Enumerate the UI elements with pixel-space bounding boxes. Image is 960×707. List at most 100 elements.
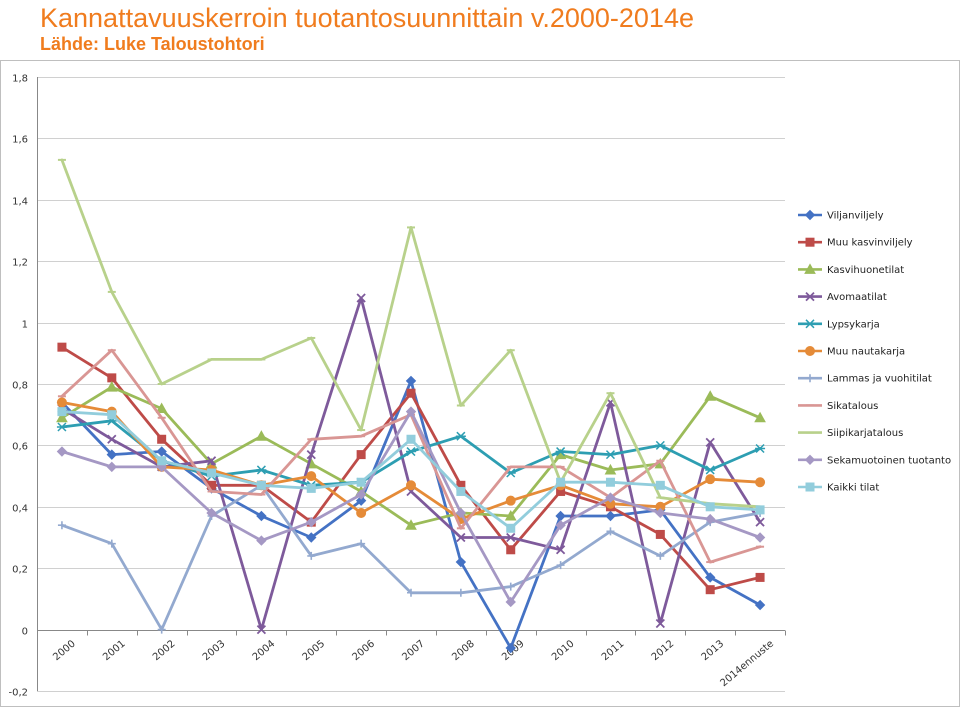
legend-label: Siipikarjatalous — [827, 428, 903, 439]
y-tick-label: 0 — [22, 627, 28, 638]
data-point — [406, 480, 416, 491]
legend-item: Muu kasvinviljely — [798, 237, 913, 249]
data-point — [755, 477, 766, 488]
data-point — [755, 443, 766, 454]
y-tick-label: 1,8 — [12, 74, 28, 85]
data-point — [555, 447, 566, 457]
data-point — [555, 520, 566, 531]
data-point — [157, 434, 167, 444]
data-point — [704, 513, 716, 525]
data-point — [157, 456, 167, 466]
data-point — [555, 510, 566, 522]
data-point — [256, 480, 266, 490]
data-point — [506, 545, 516, 555]
data-point — [56, 397, 67, 408]
data-point — [56, 411, 68, 423]
legend-label: Muu nautakarja — [827, 347, 905, 358]
data-point — [754, 599, 766, 611]
legend-label: Sekamuotoinen tuotanto — [827, 455, 951, 466]
legend-label: Viljanviljely — [827, 211, 884, 222]
data-point — [705, 437, 715, 447]
data-point — [705, 502, 715, 512]
data-point — [107, 539, 116, 548]
data-point — [356, 450, 366, 460]
data-point — [505, 596, 516, 608]
data-point — [456, 532, 466, 543]
data-point — [604, 463, 617, 475]
data-point — [504, 509, 517, 521]
y-tick-label: -0,2 — [8, 688, 28, 699]
chart-title: Kannattavuuskerroin tuotantosuunnittain … — [40, 3, 694, 33]
data-point — [57, 407, 67, 417]
series-9 — [56, 406, 766, 608]
data-point — [505, 495, 516, 506]
legend-marker — [805, 319, 815, 329]
x-tick-label: 2004 — [251, 638, 278, 663]
data-point — [455, 431, 466, 441]
data-point — [207, 468, 217, 478]
data-point — [655, 480, 665, 490]
legend-label: Muu kasvinviljely — [827, 238, 913, 249]
series-line — [60, 419, 762, 487]
data-point — [705, 474, 716, 485]
data-point — [107, 373, 117, 383]
data-point — [157, 625, 166, 634]
data-point — [106, 449, 118, 460]
data-point — [407, 588, 415, 597]
data-point — [106, 461, 118, 473]
data-point — [705, 465, 716, 475]
y-tick-label: 0,4 — [12, 504, 28, 515]
data-point — [755, 505, 765, 515]
x-tick-label: 2012 — [650, 638, 677, 663]
data-point — [606, 527, 615, 536]
legend-item: Muu nautakarja — [798, 346, 905, 358]
x-tick-label: 2013 — [700, 638, 727, 663]
y-tick-label: 0,8 — [12, 381, 28, 392]
data-point — [605, 450, 616, 460]
data-point — [705, 585, 715, 595]
data-point — [406, 447, 416, 457]
legend-marker — [806, 374, 814, 383]
data-point — [156, 446, 167, 457]
data-point — [506, 532, 516, 543]
legend-item: Avomaatilat — [798, 291, 887, 303]
data-point — [105, 381, 118, 392]
y-tick-label: 0,2 — [12, 565, 28, 576]
data-point — [405, 406, 417, 417]
data-point — [406, 388, 416, 398]
data-point — [356, 477, 366, 487]
data-point — [206, 507, 217, 519]
x-tick-label: 2002 — [151, 638, 178, 663]
legend-item: Sikatalous — [798, 401, 878, 412]
legend-item: Kaikki tilat — [798, 482, 879, 494]
x-tick-label: 2008 — [450, 638, 477, 663]
legend-label: Kasvihuonetilat — [827, 265, 904, 276]
y-tick-label: 1 — [22, 320, 28, 331]
data-point — [57, 521, 66, 530]
y-tick-label: 1,6 — [12, 135, 28, 146]
series-group — [56, 158, 766, 654]
data-point — [754, 411, 766, 423]
legend-label: Avomaatilat — [827, 292, 887, 303]
x-tick-label: 2001 — [101, 638, 128, 663]
data-point — [506, 582, 515, 591]
data-point — [355, 489, 367, 500]
data-point — [155, 402, 168, 414]
x-tick-label: 2005 — [301, 638, 328, 663]
data-point — [655, 618, 665, 629]
data-point — [704, 390, 717, 401]
data-point — [255, 430, 268, 441]
data-point — [355, 495, 367, 506]
legend-marker — [804, 209, 816, 221]
data-point — [556, 561, 565, 570]
y-tick-label: 0,6 — [12, 442, 28, 453]
data-point — [256, 535, 267, 546]
data-point — [555, 545, 566, 555]
legend-marker — [804, 454, 816, 466]
data-point — [655, 440, 666, 450]
data-point — [605, 477, 615, 487]
data-point — [256, 624, 267, 635]
data-point — [256, 465, 267, 475]
legend: Viljanviljely Muu kasvinviljely Kasvihuone… — [798, 209, 951, 494]
x-tick-label: 2010 — [550, 638, 577, 663]
